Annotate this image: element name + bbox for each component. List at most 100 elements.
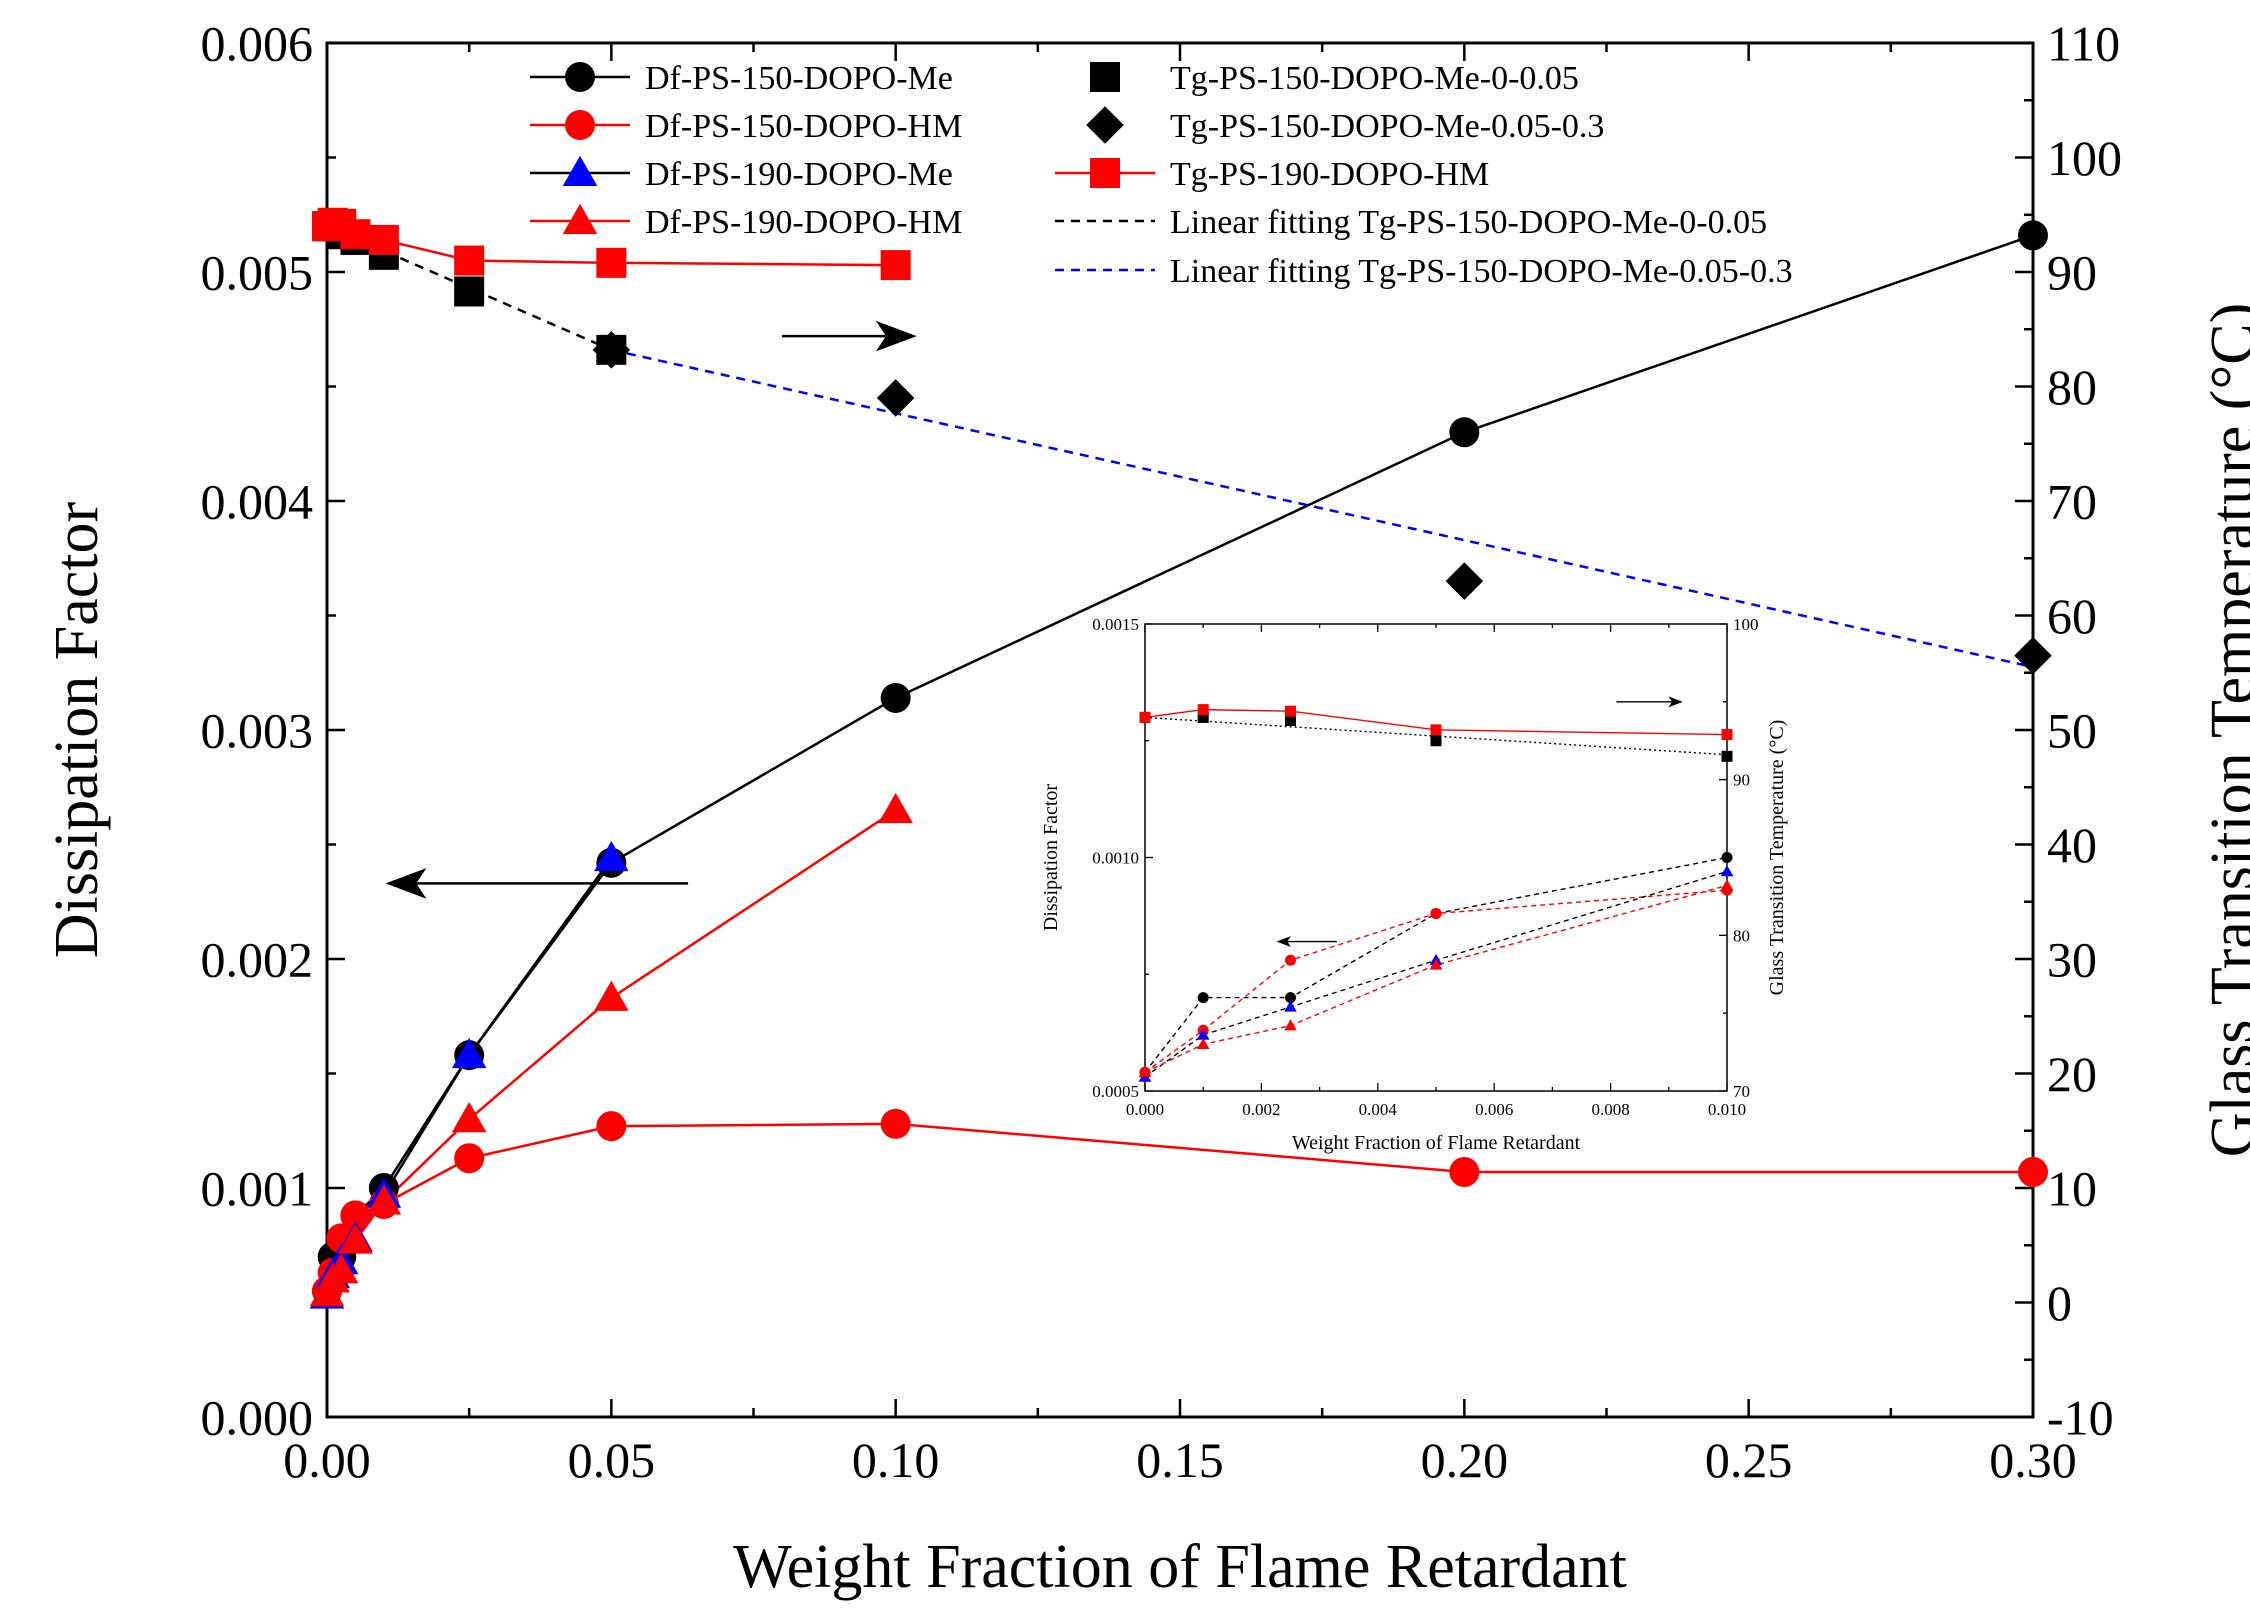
y-right-tick-label: 30 bbox=[2047, 932, 2097, 988]
data-point-df-ps-150-dopo-hm bbox=[1449, 1156, 1480, 1187]
inset-data-point-tg-ps-190-dopo-hm bbox=[1139, 711, 1151, 723]
legend-label: Linear fitting Tg-PS-150-DOPO-Me-0-0.05 bbox=[1170, 204, 1767, 241]
inset-data-point-tg-ps-150-dopo-me-0-0-05 bbox=[1430, 735, 1442, 747]
data-point-df-ps-190-dopo-hm bbox=[366, 1184, 402, 1215]
y-right-tick-label: 70 bbox=[2047, 474, 2097, 530]
legend-marker-df-ps-150-dopo-hm bbox=[565, 110, 595, 140]
y-right-tick-label: 20 bbox=[2047, 1046, 2097, 1102]
legend-marker-df-ps-190-dopo-hm bbox=[562, 203, 598, 234]
y-left-tick-label: 0.004 bbox=[201, 474, 314, 530]
inset-data-point-df-ps-190-dopo-me bbox=[1196, 1028, 1210, 1040]
inset-data-point-tg-ps-150-dopo-me-0-0-05 bbox=[1721, 750, 1733, 762]
inset-y-left-tick-label: 0.0015 bbox=[1092, 615, 1139, 634]
data-point-tg-ps-190-dopo-hm bbox=[880, 250, 911, 281]
data-point-df-ps-150-dopo-hm bbox=[340, 1200, 371, 1231]
inset-data-point-tg-ps-190-dopo-hm bbox=[1285, 705, 1296, 717]
arrow-left-head bbox=[385, 868, 427, 899]
inset-y-left-tick-label: 0.0005 bbox=[1092, 1082, 1139, 1101]
x-tick-label: 0.30 bbox=[1989, 1432, 2077, 1488]
data-point-tg-ps-150-dopo-me-0-05-0-3 bbox=[1445, 562, 1484, 600]
y-left-tick-label: 0.006 bbox=[201, 16, 314, 72]
legend-label: Df-PS-150-DOPO-Me bbox=[645, 60, 953, 97]
y-right-tick-label: 100 bbox=[2047, 130, 2122, 186]
legend-marker-tg-ps-150-dopo-me-0-0-05 bbox=[1090, 62, 1120, 92]
data-point-tg-ps-150-dopo-me-0-05-0-3 bbox=[592, 331, 631, 369]
inset-x-tick-label: 0.004 bbox=[1359, 1100, 1398, 1119]
inset-x-axis-title: Weight Fraction of Flame Retardant bbox=[1292, 1132, 1581, 1154]
inset-arrow-left-head bbox=[1276, 936, 1291, 947]
data-point-tg-ps-190-dopo-hm bbox=[596, 247, 627, 278]
data-point-df-ps-190-dopo-me bbox=[451, 1037, 487, 1069]
y-right-tick-label: 110 bbox=[2047, 16, 2120, 72]
inset-y-left-axis-title: Dissipation Factor bbox=[1040, 784, 1062, 932]
legend-label: Linear fitting Tg-PS-150-DOPO-Me-0.05-0.… bbox=[1170, 253, 1793, 290]
x-tick-label: 0.00 bbox=[283, 1432, 371, 1488]
y-right-tick-label: 90 bbox=[2047, 245, 2097, 301]
inset-arrow-right-head bbox=[1668, 696, 1683, 708]
y-right-tick-label: 0 bbox=[2047, 1275, 2072, 1331]
data-point-df-ps-150-dopo-hm bbox=[596, 1111, 627, 1142]
y-right-tick-label: 10 bbox=[2047, 1161, 2097, 1217]
x-tick-label: 0.05 bbox=[568, 1432, 656, 1488]
inset-data-point-df-ps-190-dopo-hm bbox=[1196, 1037, 1210, 1050]
main-plot: 0.00 0.05 0.10 0.15 0.20 0.25 0.30 0.000 0.001 0.… bbox=[43, 16, 2250, 1602]
inset-y-right-tick-label: 90 bbox=[1733, 771, 1750, 790]
legend-label: Tg-PS-150-DOPO-Me-0.05-0.3 bbox=[1170, 108, 1604, 145]
y-left-axis-title: Dissipation Factor bbox=[43, 501, 111, 958]
data-point-df-ps-150-dopo-hm bbox=[454, 1143, 485, 1174]
data-point-tg-ps-190-dopo-hm bbox=[454, 245, 485, 276]
legend-label: Tg-PS-150-DOPO-Me-0-0.05 bbox=[1170, 60, 1579, 97]
legend: Df-PS-150-DOPO-Me Df-PS-150-DOPO-HM Df-PS-… bbox=[530, 60, 1793, 290]
y-right-tick-label: 40 bbox=[2047, 817, 2097, 873]
inset-data-point-tg-ps-190-dopo-hm bbox=[1721, 729, 1733, 741]
data-point-df-ps-150-dopo-me bbox=[2018, 220, 2048, 251]
inset-data-point-df-ps-190-dopo-me bbox=[1720, 865, 1734, 877]
inset-data-point-df-ps-150-dopo-hm bbox=[1430, 908, 1442, 920]
inset-data-point-df-ps-190-dopo-me bbox=[1284, 1000, 1297, 1012]
legend-label: Df-PS-190-DOPO-HM bbox=[645, 204, 962, 241]
inset-x-tick-label: 0.010 bbox=[1708, 1100, 1746, 1119]
y-left-tick-label: 0.003 bbox=[201, 703, 314, 759]
x-tick-label: 0.10 bbox=[852, 1432, 940, 1488]
inset-y-right-tick-label: 80 bbox=[1733, 926, 1750, 945]
data-point-df-ps-150-dopo-hm bbox=[2018, 1156, 2048, 1187]
legend-marker-df-ps-190-dopo-me bbox=[562, 155, 598, 186]
data-point-df-ps-150-dopo-me bbox=[1449, 417, 1480, 448]
inset-x-tick-label: 0.006 bbox=[1475, 1100, 1513, 1119]
inset-plot: 0.000 0.002 0.004 0.006 0.008 0.010 0.0005 0.00… bbox=[1040, 615, 1788, 1154]
y-left-tick-label: 0.001 bbox=[201, 1161, 314, 1217]
inset-data-point-df-ps-150-dopo-me bbox=[1197, 992, 1209, 1004]
y-right-tick-label: -10 bbox=[2047, 1390, 2114, 1446]
y-left-tick-label: 0.000 bbox=[201, 1390, 314, 1446]
x-tick-label: 0.25 bbox=[1705, 1432, 1793, 1488]
legend-marker-tg-ps-190-dopo-hm bbox=[1090, 158, 1120, 188]
legend-label: Tg-PS-190-DOPO-HM bbox=[1170, 156, 1489, 193]
legend-label: Df-PS-190-DOPO-Me bbox=[645, 156, 953, 193]
inset-plot-frame bbox=[1144, 623, 1728, 1092]
inset-data-point-df-ps-150-dopo-me bbox=[1285, 992, 1296, 1004]
inset-data-point-tg-ps-190-dopo-hm bbox=[1430, 724, 1442, 736]
inset-y-right-tick-label: 100 bbox=[1733, 615, 1759, 634]
data-point-df-ps-190-dopo-hm bbox=[878, 792, 913, 824]
data-point-df-ps-190-dopo-hm bbox=[323, 1253, 359, 1284]
inset-data-point-df-ps-190-dopo-hm bbox=[1429, 958, 1443, 970]
data-point-df-ps-190-dopo-hm bbox=[338, 1223, 373, 1254]
inset-x-tick-label: 0.000 bbox=[1126, 1100, 1164, 1119]
inset-data-point-tg-ps-190-dopo-hm bbox=[1197, 704, 1209, 716]
inset-y-right-axis-title: Glass Transition Temperature (°C) bbox=[1766, 720, 1788, 996]
series-line-linear-fitting-tg-ps-150-dopo-me-0-05-0-3 bbox=[611, 348, 2034, 669]
x-tick-label: 0.15 bbox=[1136, 1432, 1224, 1488]
data-point-tg-ps-190-dopo-hm bbox=[340, 219, 371, 250]
inset-data-point-df-ps-190-dopo-hm bbox=[1720, 879, 1734, 891]
y-left-tick-label: 0.005 bbox=[201, 245, 314, 301]
y-right-tick-label: 60 bbox=[2047, 588, 2097, 644]
x-axis-title: Weight Fraction of Flame Retardant bbox=[733, 1533, 1627, 1601]
data-point-df-ps-150-dopo-me bbox=[880, 682, 911, 713]
legend-marker-df-ps-150-dopo-me bbox=[565, 62, 595, 92]
inset-x-tick-label: 0.008 bbox=[1591, 1100, 1629, 1119]
arrow-right-head bbox=[875, 320, 917, 352]
y-right-tick-label: 80 bbox=[2047, 359, 2097, 415]
legend-marker-tg-ps-150-dopo-me-0-05-0-3 bbox=[1086, 106, 1124, 144]
data-point-tg-ps-150-dopo-me-0-05-0-3 bbox=[2014, 636, 2052, 675]
